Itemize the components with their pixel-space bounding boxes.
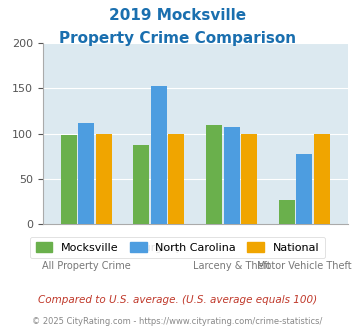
Bar — [168, 134, 184, 224]
Text: 2019 Mocksville: 2019 Mocksville — [109, 8, 246, 23]
Bar — [61, 135, 77, 224]
Text: © 2025 CityRating.com - https://www.cityrating.com/crime-statistics/: © 2025 CityRating.com - https://www.city… — [32, 317, 323, 326]
Bar — [224, 127, 240, 224]
Legend: Mocksville, North Carolina, National: Mocksville, North Carolina, National — [30, 237, 325, 258]
Text: Compared to U.S. average. (U.S. average equals 100): Compared to U.S. average. (U.S. average … — [38, 295, 317, 305]
Bar — [279, 200, 295, 224]
Text: Larceny & Theft: Larceny & Theft — [193, 261, 271, 271]
Bar — [206, 124, 222, 224]
Bar — [314, 134, 330, 224]
Text: Property Crime Comparison: Property Crime Comparison — [59, 31, 296, 46]
Text: Motor Vehicle Theft: Motor Vehicle Theft — [257, 261, 351, 271]
Bar — [95, 134, 112, 224]
Bar — [133, 145, 149, 224]
Bar — [78, 123, 94, 224]
Bar — [241, 134, 257, 224]
Bar — [151, 86, 167, 224]
Text: Burglary: Burglary — [137, 243, 181, 252]
Text: Arson: Arson — [289, 243, 319, 252]
Bar — [296, 154, 312, 224]
Text: All Property Crime: All Property Crime — [42, 261, 131, 271]
